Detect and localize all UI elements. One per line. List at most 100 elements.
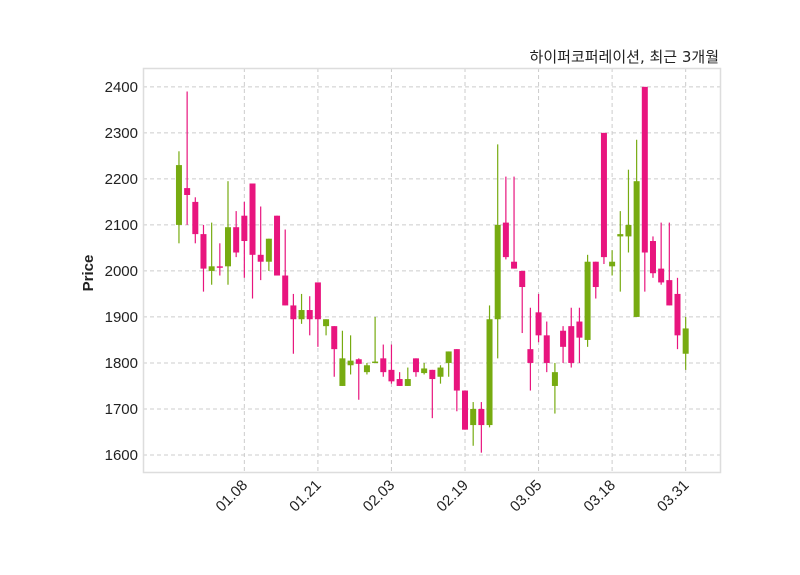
candle-body xyxy=(682,328,689,354)
x-ticks: 01.08 01.21 02.03 02.19 03.05 03.18 03.31 xyxy=(213,477,693,516)
candle-down xyxy=(641,86,648,292)
candle-body xyxy=(666,280,673,306)
plot-frame xyxy=(142,67,722,474)
candle-body xyxy=(282,275,289,306)
candle-body xyxy=(380,358,387,373)
candle-body xyxy=(241,215,248,242)
candle-body xyxy=(502,222,509,258)
chart-title: 하이퍼코퍼레이션, 최근 3개월 xyxy=(530,48,719,66)
candle-body xyxy=(649,241,656,274)
candle-down xyxy=(355,358,362,400)
candle-body xyxy=(396,379,403,386)
candle-down xyxy=(600,132,607,265)
x-tick-label: 03.18 xyxy=(580,477,619,516)
candle-body xyxy=(224,227,231,267)
candle-body xyxy=(298,310,305,320)
x-tick-label: 01.08 xyxy=(213,477,252,516)
candle-up xyxy=(625,169,632,253)
candle-body xyxy=(576,321,583,338)
candle-body xyxy=(388,369,395,382)
candle-up xyxy=(682,316,689,370)
y-tick-label: 1900 xyxy=(105,309,138,326)
candle-up xyxy=(584,254,591,347)
candle-down xyxy=(576,307,583,363)
x-tick-label: 03.05 xyxy=(507,477,546,516)
y-ticks: 1600 1700 1800 1900 2000 2100 2200 2300 2400 xyxy=(105,79,138,464)
candle-down xyxy=(502,176,509,260)
candle-body xyxy=(257,254,264,262)
candle-down xyxy=(478,402,485,453)
candle-up xyxy=(494,144,501,359)
candle-body xyxy=(306,310,313,320)
candle-down xyxy=(674,277,681,350)
candle-body xyxy=(519,270,526,288)
candle-up xyxy=(347,335,354,375)
candle-body xyxy=(290,305,297,320)
candle-down xyxy=(274,215,281,276)
candle-body xyxy=(208,266,215,271)
candle-down xyxy=(257,206,264,281)
candle-down xyxy=(314,282,321,347)
candle-down xyxy=(535,293,542,343)
candle-up xyxy=(363,362,370,375)
candle-up xyxy=(404,367,411,386)
y-tick-label: 2100 xyxy=(105,217,138,234)
candle-down xyxy=(412,358,419,377)
candle-down xyxy=(543,321,550,373)
candle-down xyxy=(216,243,223,276)
candle-body xyxy=(625,224,632,237)
candle-down xyxy=(568,307,575,368)
candle-body xyxy=(641,86,648,253)
candle-body xyxy=(551,372,558,386)
candle-body xyxy=(429,369,436,380)
candle-body xyxy=(543,335,550,363)
candle-up xyxy=(633,139,640,317)
candle-down xyxy=(306,296,313,336)
candle-body xyxy=(445,351,452,363)
candle-down xyxy=(290,293,297,354)
candle-up xyxy=(617,211,624,292)
candle-down xyxy=(200,224,207,292)
y-axis-label: Price xyxy=(80,255,97,292)
candle-body xyxy=(355,359,362,364)
candle-up xyxy=(208,222,215,285)
candle-up xyxy=(372,316,379,364)
candle-down xyxy=(658,222,665,285)
candle-body xyxy=(609,261,616,267)
grid xyxy=(143,68,720,472)
candle-body xyxy=(658,268,665,283)
candle-up xyxy=(551,362,558,414)
candle-up xyxy=(609,250,616,276)
candle-body xyxy=(339,358,346,386)
candle-body xyxy=(249,183,256,255)
candle-body xyxy=(674,293,681,336)
candle-body xyxy=(314,282,321,320)
x-tick-label: 03.31 xyxy=(654,477,693,516)
candle-body xyxy=(470,408,477,426)
candle-up xyxy=(224,181,231,285)
candle-body xyxy=(175,165,182,225)
candle-down xyxy=(462,390,469,430)
candle-body xyxy=(527,349,534,363)
candle-down xyxy=(666,222,673,306)
candle-down xyxy=(592,261,599,299)
candle-body xyxy=(363,365,370,373)
candle-down xyxy=(241,201,248,278)
candle-body xyxy=(347,360,354,366)
candle-body xyxy=(535,312,542,336)
y-tick-label: 1700 xyxy=(105,401,138,418)
candle-body xyxy=(200,234,207,269)
candle-up xyxy=(323,319,330,336)
candle-body xyxy=(323,319,330,327)
candle-body xyxy=(265,238,272,262)
candle-body xyxy=(184,188,191,195)
candle-up xyxy=(445,351,452,377)
candle-down xyxy=(453,349,460,412)
candle-down xyxy=(192,197,199,244)
candle-up xyxy=(175,151,182,244)
candle-down xyxy=(249,183,256,299)
candle-body xyxy=(274,215,281,276)
candle-down xyxy=(388,344,395,384)
y-tick-label: 2000 xyxy=(105,263,138,280)
